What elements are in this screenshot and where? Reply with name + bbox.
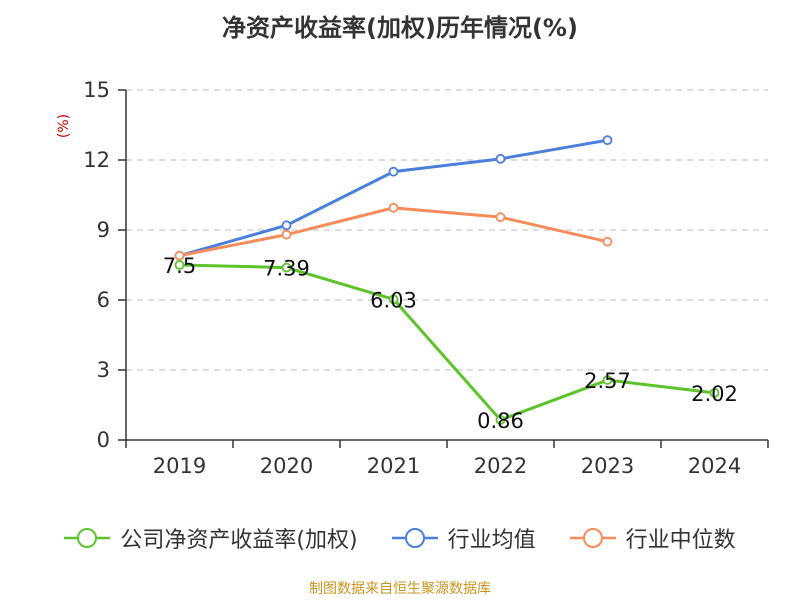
legend-item-company[interactable]: 公司净资产收益率(加权) — [64, 522, 358, 554]
series-line-industry_avg — [179, 138, 608, 258]
legend-marker-icon — [64, 528, 111, 548]
data-point-industry_median — [174, 250, 185, 261]
x-tick-label: 2019 — [153, 454, 206, 478]
legend-item-industry_median[interactable]: 行业中位数 — [569, 522, 736, 554]
y-tick-label: 0 — [97, 428, 110, 452]
data-point-company — [281, 262, 292, 273]
data-label-company: 0.86 — [477, 409, 524, 433]
data-point-industry_median — [281, 229, 292, 240]
legend: 公司净资产收益率(加权) 行业均值 行业中位数 — [0, 518, 800, 558]
data-point-company — [709, 387, 720, 398]
data-point-industry_median — [495, 212, 506, 223]
x-tick-label: 2021 — [367, 454, 420, 478]
legend-label: 行业中位数 — [625, 528, 736, 553]
data-label-company: 2.57 — [584, 369, 631, 393]
legend-marker-icon — [569, 528, 616, 548]
data-point-company — [495, 415, 506, 425]
x-tick-label: 2022 — [474, 454, 527, 478]
x-tick-label: 2024 — [688, 454, 741, 478]
data-label-company: 7.39 — [263, 257, 310, 281]
y-tick-label: 15 — [83, 78, 110, 102]
x-tick-label: 2023 — [581, 454, 634, 478]
data-labels: 7.5 7.39 6.03 0.86 2.57 2.02 — [163, 254, 738, 433]
chart-title: 净资产收益率(加权)历年情况(%) — [222, 14, 578, 42]
legend-item-industry_avg[interactable]: 行业均值 — [391, 522, 536, 554]
legend-label: 公司净资产收益率(加权) — [120, 528, 358, 553]
series-lines — [174, 135, 720, 425]
axes: 0 3 6 9 12 15 2019 2020 2021 2022 2023 2024 (%) — [56, 78, 769, 478]
data-point-industry_avg — [495, 153, 506, 164]
data-point-industry_avg — [281, 220, 292, 231]
data-label-company: 6.03 — [370, 288, 417, 312]
legend-marker-icon — [391, 528, 438, 548]
x-tick-label: 2020 — [260, 454, 313, 478]
series-line-industry_median — [179, 206, 608, 258]
source-note: 制图数据来自恒生聚源数据库 — [309, 581, 491, 597]
y-tick-label: 3 — [97, 358, 110, 382]
y-tick-label: 9 — [97, 218, 110, 242]
series-line-company — [179, 263, 715, 422]
data-point-company — [174, 260, 185, 270]
data-point-industry_median — [602, 236, 613, 247]
gridlines — [126, 89, 768, 371]
data-point-industry_median — [388, 202, 399, 213]
data-point-company — [602, 375, 613, 385]
y-axis-label: (%) — [56, 114, 72, 138]
data-label-company: 2.02 — [691, 382, 738, 406]
data-point-industry_avg — [602, 135, 613, 146]
y-tick-label: 6 — [97, 288, 110, 312]
y-tick-label: 12 — [83, 148, 110, 172]
legend-label: 行业均值 — [447, 528, 536, 553]
data-label-company: 7.5 — [163, 254, 196, 278]
data-point-company — [388, 294, 399, 305]
data-point-industry_avg — [388, 166, 399, 177]
